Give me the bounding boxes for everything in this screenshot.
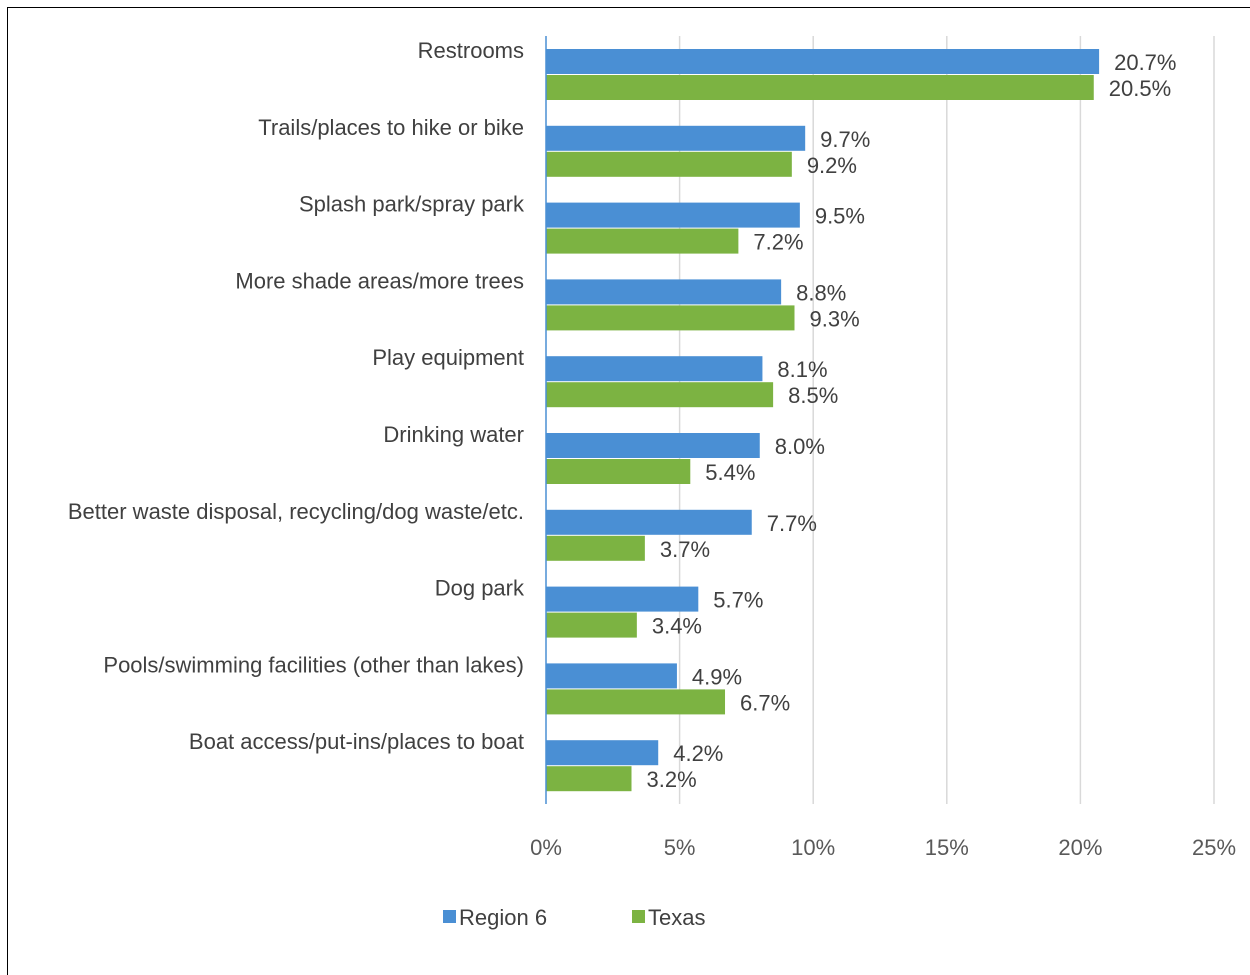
data-label: 7.2% bbox=[753, 230, 803, 255]
data-label: 6.7% bbox=[740, 690, 790, 715]
data-label: 5.7% bbox=[713, 588, 763, 613]
x-tick-label: 10% bbox=[791, 835, 835, 860]
x-tick-label: 25% bbox=[1192, 835, 1236, 860]
data-label: 9.2% bbox=[807, 153, 857, 178]
bar-region-6 bbox=[546, 202, 800, 228]
legend-label: Region 6 bbox=[459, 905, 547, 930]
bar-texas bbox=[546, 305, 795, 331]
category-label: Play equipment bbox=[372, 345, 524, 370]
legend-swatch bbox=[632, 910, 645, 923]
category-label: Boat access/put-ins/places to boat bbox=[189, 729, 524, 754]
x-tick-label: 5% bbox=[664, 835, 696, 860]
bar-region-6 bbox=[546, 125, 806, 151]
bar-region-6 bbox=[546, 356, 763, 382]
category-label: Drinking water bbox=[383, 422, 524, 447]
data-label: 9.7% bbox=[820, 127, 870, 152]
category-label: Better waste disposal, recycling/dog was… bbox=[68, 499, 524, 524]
data-label: 8.1% bbox=[777, 357, 827, 382]
legend-label: Texas bbox=[648, 905, 705, 930]
data-label: 7.7% bbox=[767, 511, 817, 536]
data-label: 8.8% bbox=[796, 280, 846, 305]
x-tick-labels: 0% 5% 10% 15% 20% 25% bbox=[530, 835, 1236, 860]
x-tick-label: 0% bbox=[530, 835, 562, 860]
x-tick-label: 20% bbox=[1058, 835, 1102, 860]
category-label: Pools/swimming facilities (other than la… bbox=[103, 652, 524, 677]
bar-region-6 bbox=[546, 279, 782, 305]
category-label: Dog park bbox=[435, 576, 525, 601]
bar-texas bbox=[546, 535, 645, 561]
data-label: 3.7% bbox=[660, 537, 710, 562]
data-label: 4.2% bbox=[673, 741, 723, 766]
bar-texas bbox=[546, 689, 726, 715]
value-labels: 20.7%20.5%9.7%9.2%9.5%7.2%8.8%9.3%8.1%8.… bbox=[647, 50, 1177, 792]
data-label: 20.5% bbox=[1109, 76, 1171, 101]
data-label: 9.3% bbox=[809, 306, 859, 331]
bar-texas bbox=[546, 228, 739, 254]
data-label: 5.4% bbox=[705, 460, 755, 485]
bar-region-6 bbox=[546, 433, 760, 458]
bar-texas bbox=[546, 151, 792, 177]
legend-swatch bbox=[443, 910, 456, 923]
category-label: Restrooms bbox=[418, 38, 524, 63]
gridlines bbox=[678, 36, 1215, 804]
data-label: 3.4% bbox=[652, 614, 702, 639]
bar-region-6 bbox=[546, 586, 699, 612]
bar-region-6 bbox=[546, 49, 1100, 74]
bar-texas bbox=[546, 75, 1094, 100]
data-label: 4.9% bbox=[692, 664, 742, 689]
bar-texas bbox=[546, 382, 774, 408]
category-label: Splash park/spray park bbox=[299, 192, 525, 217]
data-label: 8.0% bbox=[775, 434, 825, 459]
data-label: 3.2% bbox=[647, 767, 697, 792]
legend: Region 6 Texas bbox=[443, 905, 705, 930]
bars bbox=[546, 49, 1100, 792]
bar-texas bbox=[546, 766, 632, 792]
category-label: Trails/places to hike or bike bbox=[258, 115, 524, 140]
data-label: 9.5% bbox=[815, 204, 865, 229]
bar-region-6 bbox=[546, 663, 677, 689]
x-tick-label: 15% bbox=[925, 835, 969, 860]
data-label: 8.5% bbox=[788, 383, 838, 408]
category-label: More shade areas/more trees bbox=[235, 268, 524, 293]
bar-region-6 bbox=[546, 740, 659, 766]
category-labels: Restrooms Trails/places to hike or bike Sp… bbox=[68, 38, 525, 754]
data-label: 20.7% bbox=[1114, 50, 1176, 75]
bar-texas bbox=[546, 459, 691, 484]
chart-frame bbox=[7, 7, 1250, 975]
bar-region-6 bbox=[546, 509, 752, 535]
bar-texas bbox=[546, 612, 637, 638]
